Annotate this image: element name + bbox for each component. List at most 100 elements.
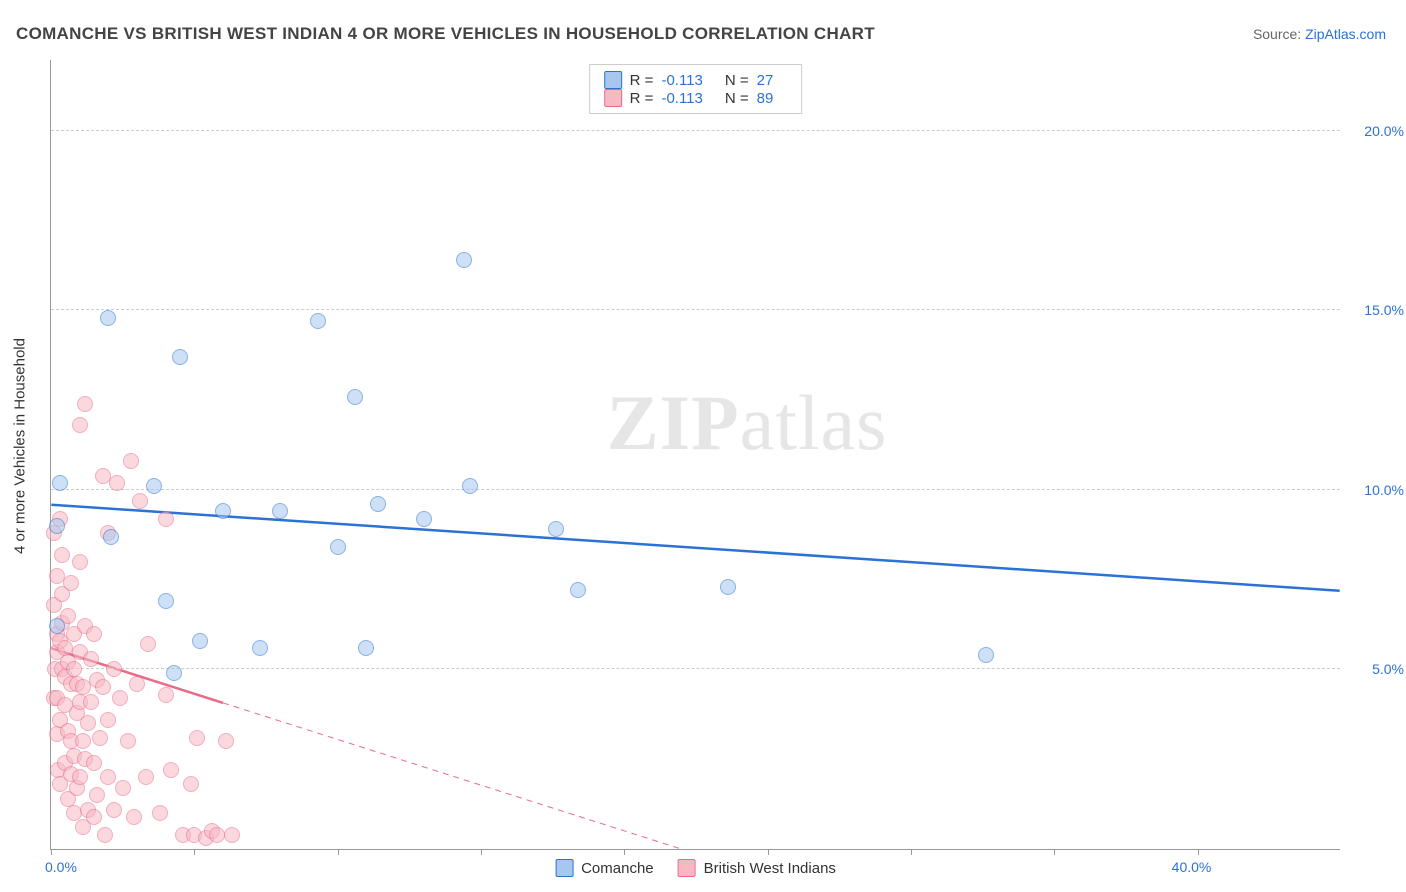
scatter-point [72, 769, 88, 785]
scatter-point [86, 626, 102, 642]
gridline [51, 309, 1340, 310]
scatter-point [75, 733, 91, 749]
scatter-point [138, 769, 154, 785]
scatter-point [166, 665, 182, 681]
scatter-point [330, 539, 346, 555]
source-link[interactable]: ZipAtlas.com [1305, 26, 1386, 42]
scatter-point [152, 805, 168, 821]
scatter-point [129, 676, 145, 692]
scatter-point [146, 478, 162, 494]
legend-swatch [678, 859, 696, 877]
scatter-point [112, 690, 128, 706]
scatter-point [158, 511, 174, 527]
scatter-point [77, 396, 93, 412]
x-tick-mark [194, 849, 195, 855]
scatter-point [126, 809, 142, 825]
scatter-point [103, 529, 119, 545]
scatter-point [183, 776, 199, 792]
x-tick-mark [768, 849, 769, 855]
trend-line [223, 703, 681, 849]
scatter-point [358, 640, 374, 656]
y-axis-label: 4 or more Vehicles in Household [12, 338, 29, 554]
scatter-point [456, 252, 472, 268]
scatter-point [224, 827, 240, 843]
scatter-point [54, 547, 70, 563]
y-tick-label: 15.0% [1344, 302, 1404, 318]
scatter-point [158, 687, 174, 703]
scatter-point [100, 310, 116, 326]
scatter-point [49, 518, 65, 534]
scatter-point [978, 647, 994, 663]
scatter-point [132, 493, 148, 509]
scatter-point [172, 349, 188, 365]
source-label: Source: ZipAtlas.com [1253, 26, 1386, 42]
legend-swatch [604, 89, 622, 107]
legend-series: Comanche British West Indians [555, 859, 836, 877]
scatter-point [252, 640, 268, 656]
legend-correlation-row: R = -0.113N = 89 [604, 89, 788, 107]
trendlines-layer [51, 60, 1340, 849]
scatter-point [120, 733, 136, 749]
scatter-point [158, 593, 174, 609]
x-tick-label: 40.0% [1172, 859, 1212, 875]
scatter-point [192, 633, 208, 649]
scatter-point [106, 802, 122, 818]
scatter-point [83, 694, 99, 710]
scatter-point [49, 618, 65, 634]
scatter-point [218, 733, 234, 749]
x-tick-label: 0.0% [45, 859, 77, 875]
y-tick-label: 20.0% [1344, 123, 1404, 139]
scatter-point [370, 496, 386, 512]
gridline [51, 489, 1340, 490]
x-tick-mark [51, 849, 52, 855]
plot-area: ZIPatlas R = -0.113N = 27R = -0.113N = 8… [50, 60, 1340, 850]
scatter-point [97, 827, 113, 843]
scatter-point [89, 787, 105, 803]
scatter-point [548, 521, 564, 537]
scatter-point [95, 679, 111, 695]
scatter-point [106, 661, 122, 677]
scatter-point [72, 417, 88, 433]
scatter-point [310, 313, 326, 329]
gridline [51, 130, 1340, 131]
chart-title: COMANCHE VS BRITISH WEST INDIAN 4 OR MOR… [16, 24, 875, 44]
scatter-point [140, 636, 156, 652]
scatter-point [109, 475, 125, 491]
scatter-point [347, 389, 363, 405]
legend-swatch [604, 71, 622, 89]
scatter-point [189, 730, 205, 746]
scatter-point [720, 579, 736, 595]
scatter-point [416, 511, 432, 527]
legend-correlation-row: R = -0.113N = 27 [604, 71, 788, 89]
scatter-point [163, 762, 179, 778]
trend-line [51, 505, 1339, 591]
scatter-point [100, 769, 116, 785]
scatter-point [215, 503, 231, 519]
x-tick-mark [1054, 849, 1055, 855]
x-tick-mark [338, 849, 339, 855]
scatter-point [52, 475, 68, 491]
scatter-point [272, 503, 288, 519]
scatter-point [86, 809, 102, 825]
legend-series-item: Comanche [555, 859, 654, 877]
scatter-point [123, 453, 139, 469]
y-tick-label: 5.0% [1344, 661, 1404, 677]
scatter-point [570, 582, 586, 598]
y-tick-label: 10.0% [1344, 482, 1404, 498]
watermark: ZIPatlas [607, 378, 888, 468]
scatter-point [92, 730, 108, 746]
x-tick-mark [1198, 849, 1199, 855]
legend-series-item: British West Indians [678, 859, 836, 877]
scatter-point [86, 755, 102, 771]
x-tick-mark [481, 849, 482, 855]
scatter-point [115, 780, 131, 796]
scatter-point [63, 575, 79, 591]
legend-correlation: R = -0.113N = 27R = -0.113N = 89 [589, 64, 803, 114]
scatter-point [72, 554, 88, 570]
scatter-point [100, 712, 116, 728]
gridline [51, 668, 1340, 669]
scatter-point [462, 478, 478, 494]
x-tick-mark [911, 849, 912, 855]
x-tick-mark [624, 849, 625, 855]
scatter-point [80, 715, 96, 731]
